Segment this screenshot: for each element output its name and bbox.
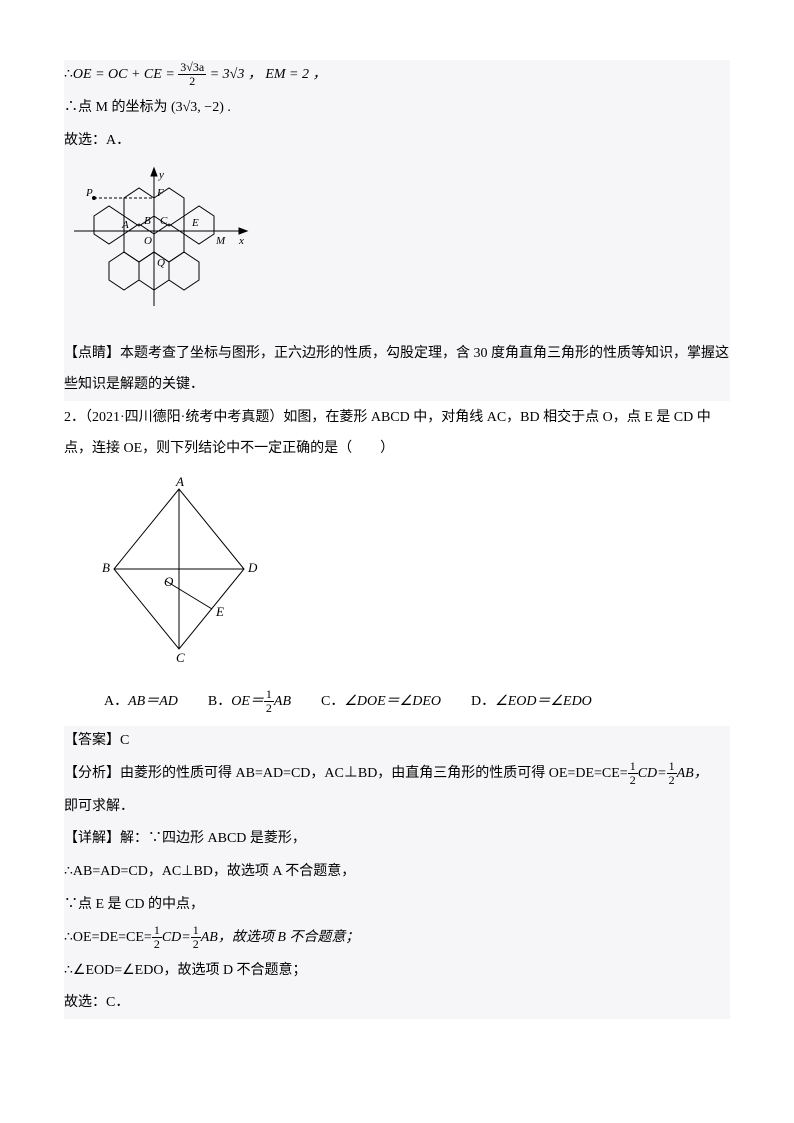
svg-text:A: A [175, 474, 184, 489]
svg-text:B: B [144, 215, 151, 227]
dianjing: 【点睛】本题考查了坐标与图形，正六边形的性质，勾股定理，含 30 度角直角三角形… [64, 339, 730, 401]
question-2: 2．（2021·四川德阳·统考中考真题）如图，在菱形 ABCD 中，对角线 AC… [64, 403, 730, 465]
dianjing-text: 本题考查了坐标与图形，正六边形的性质，勾股定理，含 30 度角直角三角形的性质等… [64, 346, 729, 392]
option-c: C．∠DOE＝∠DEO [321, 687, 441, 718]
svg-text:A: A [121, 219, 129, 231]
dianjing-label: 【点睛】 [64, 346, 120, 361]
xiangjie-l3: ∵点 E 是 CD 的中点， [64, 890, 730, 921]
fenxi-pre: 由菱形的性质可得 AB=AD=CD，AC⊥BD，由直角三角形的性质可得 OE=D… [120, 766, 628, 781]
answer-value: C [120, 733, 129, 748]
rhombus-figure: A B C D O E [64, 474, 730, 677]
svg-text:C: C [176, 650, 185, 664]
svg-text:y: y [158, 169, 164, 181]
xiangjie-l1: 【详解】解：∵四边形 ABCD 是菱形， [64, 824, 730, 855]
option-d: D．∠EOD＝∠EDO [471, 687, 592, 718]
answer-label: 【答案】 [64, 733, 120, 748]
xiangjie-l2: ∴AB=AD=CD，AC⊥BD，故选项 A 不合题意， [64, 857, 730, 888]
svg-text:F: F [156, 187, 164, 199]
svg-text:P: P [85, 187, 93, 199]
svg-text:B: B [102, 560, 110, 575]
svg-text:C: C [160, 215, 168, 227]
eq-result: = 3√3 ， [206, 67, 262, 82]
svg-text:D: D [247, 560, 258, 575]
choose-a-text: 故选：A． [64, 133, 130, 148]
option-b: B．OE＝12AB [208, 687, 291, 718]
options-row: A．AB＝AD B．OE＝12AB C．∠DOE＝∠DEO D．∠EOD＝∠ED… [64, 687, 730, 718]
q2-source: （2021·四川德阳·统考中考真题） [85, 410, 283, 425]
svg-text:O: O [164, 574, 174, 589]
fenxi-post: AB， [677, 766, 708, 781]
option-a: A．AB＝AD [104, 687, 178, 718]
svg-text:O: O [144, 235, 152, 247]
coord-text: ∴点 M 的坐标为 (3√3, −2) . [64, 100, 231, 115]
svg-text:M: M [215, 235, 226, 247]
coord-line: ∴点 M 的坐标为 (3√3, −2) . [64, 93, 730, 124]
answer-line: 【答案】C [64, 726, 730, 757]
xiangjie-l4: ∴OE=DE=CE=12CD=12AB，故选项 B 不合题意； [64, 923, 730, 954]
fraction-1: 3√3a2 [178, 61, 206, 88]
fenxi-mid: CD= [638, 766, 667, 781]
svg-text:E: E [191, 217, 199, 229]
svg-text:E: E [215, 604, 224, 619]
svg-text:Q: Q [157, 257, 165, 269]
fenxi-line2: 即可求解． [64, 792, 730, 823]
formula-oe: OE = OC + CE = [73, 67, 178, 82]
choose-a: 故选：A． [64, 126, 730, 157]
hexagon-figure: P F A B C E O M Q x y [64, 166, 730, 329]
fenxi-frac2: 12 [667, 760, 677, 787]
xiangjie-l6: 故选：C． [64, 988, 730, 1019]
fenxi-frac1: 12 [628, 760, 638, 787]
eq-line-1: ∴OE = OC + CE = 3√3a2 = 3√3 ， EM = 2 ， [64, 60, 730, 91]
xiangjie-l5: ∴∠EOD=∠EDO，故选项 D 不合题意； [64, 956, 730, 987]
em-val: EM = 2 ， [265, 67, 326, 82]
fenxi-label: 【分析】 [64, 766, 120, 781]
svg-text:x: x [238, 235, 244, 247]
therefore: ∴ [64, 67, 73, 82]
fenxi-line: 【分析】由菱形的性质可得 AB=AD=CD，AC⊥BD，由直角三角形的性质可得 … [64, 759, 730, 790]
q2-number: 2． [64, 410, 85, 425]
